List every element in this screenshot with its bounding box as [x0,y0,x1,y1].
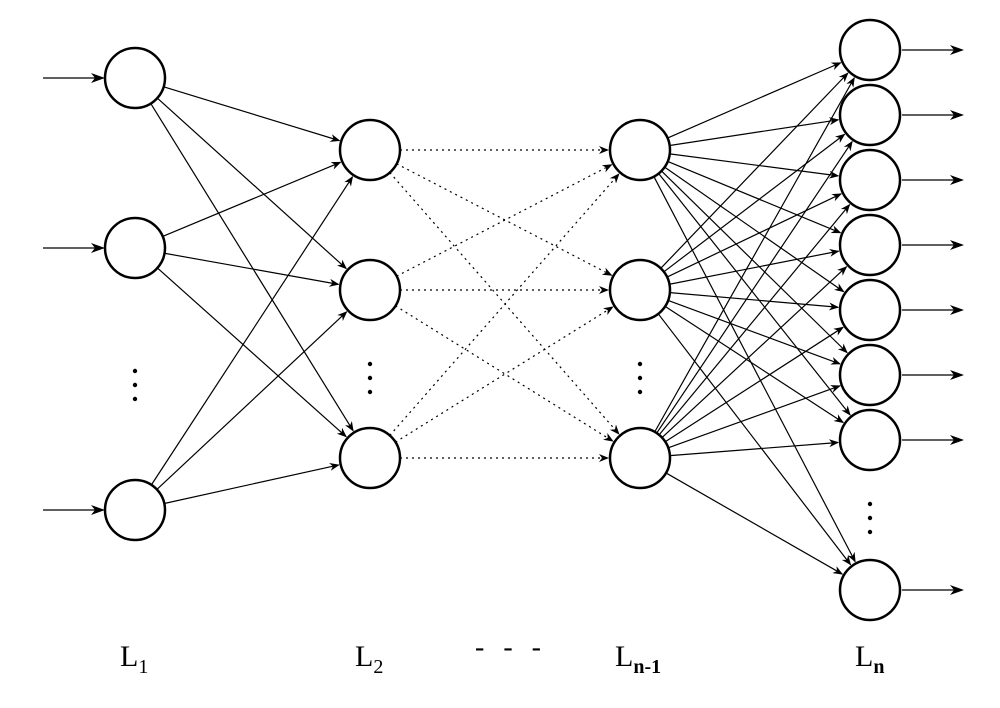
layer-label-Ln-1: Ln-1 [615,640,661,679]
network-svg [0,0,1000,708]
neuron-node [340,428,400,488]
neuron-node [610,428,670,488]
neuron-node [840,150,900,210]
layer-ellipsis [133,369,137,401]
neuron-node [840,345,900,405]
neuron-node [840,20,900,80]
neuron-node [610,120,670,180]
neuron-node [840,560,900,620]
hidden-layers-separator: - - - [475,632,547,664]
neuron-node [105,218,165,278]
neuron-node [840,85,900,145]
neuron-node [840,280,900,340]
layer-label-L2: L2 [355,640,383,679]
layer-ellipsis [868,502,872,534]
neuron-node [610,260,670,320]
neuron-node [340,260,400,320]
neural-network-diagram: L1 L2 Ln-1 Ln - - - [0,0,1000,708]
neuron-node [340,120,400,180]
layer-ellipsis [368,362,372,394]
neuron-node [105,480,165,540]
neuron-node [840,215,900,275]
layer-label-L1: L1 [120,640,148,679]
layer-ellipsis [638,362,642,394]
layer-label-Ln: Ln [855,640,884,679]
neuron-node [840,410,900,470]
neuron-node [105,48,165,108]
